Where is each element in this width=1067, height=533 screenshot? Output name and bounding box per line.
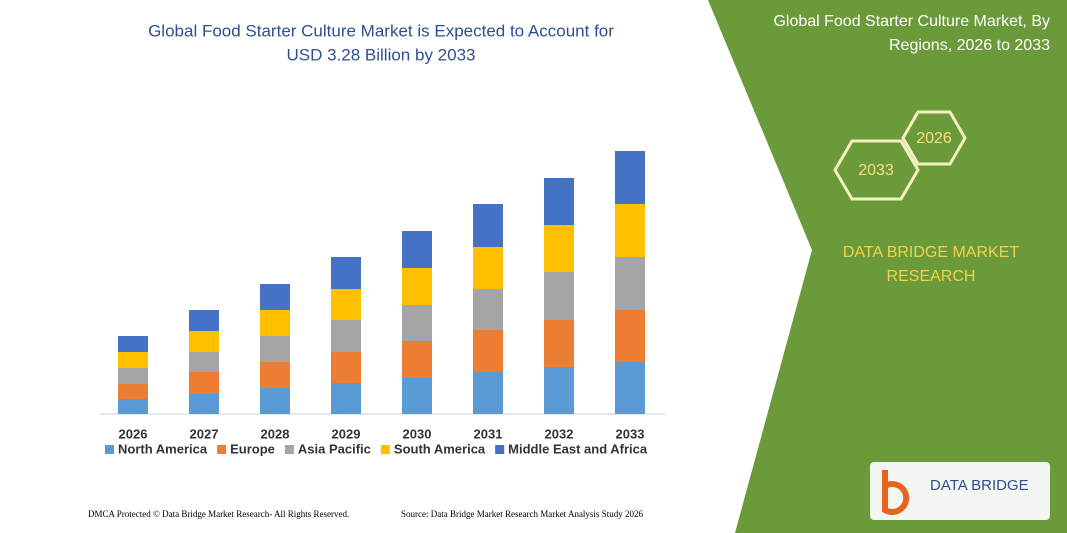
- bar-segment: [544, 272, 574, 320]
- hexagon: [833, 139, 920, 201]
- chart-subtitle: USD 3.28 Billion by 2033: [286, 45, 475, 64]
- bar-segment: [260, 310, 290, 336]
- bar-segment: [189, 372, 219, 394]
- bar-segment: [615, 257, 645, 310]
- bar-segment: [189, 331, 219, 352]
- bar-segment: [331, 320, 361, 352]
- legend-label: Middle East and Africa: [508, 441, 648, 456]
- x-tick-label: 2028: [261, 426, 290, 441]
- legend-label: Europe: [230, 441, 275, 456]
- bar-segment: [189, 394, 219, 414]
- bar-segment: [544, 320, 574, 367]
- bar-segment: [615, 362, 645, 414]
- brand-text: RESEARCH: [887, 268, 976, 285]
- bar-segment: [615, 310, 645, 362]
- footer-right: Source: Data Bridge Market Research Mark…: [401, 509, 643, 519]
- bar-segment: [544, 225, 574, 272]
- bar-segment: [331, 352, 361, 383]
- bar-segment: [544, 178, 574, 225]
- logo-mark: [882, 470, 910, 515]
- brand-text: DATA BRIDGE MARKET: [843, 244, 1020, 261]
- bar-segment: [402, 268, 432, 305]
- hexagon: [901, 110, 967, 166]
- legend-swatch: [284, 445, 294, 454]
- bar-segment: [118, 368, 148, 384]
- bar-segment: [331, 289, 361, 320]
- bar-segment: [473, 289, 503, 330]
- legend-label: North America: [118, 441, 208, 456]
- bar-segment: [260, 336, 290, 362]
- x-tick-label: 2032: [545, 426, 574, 441]
- legend-swatch: [217, 445, 227, 454]
- bar-segment: [615, 151, 645, 204]
- x-tick-label: 2030: [403, 426, 432, 441]
- bar-segment: [544, 367, 574, 414]
- bar-segment: [473, 247, 503, 289]
- x-tick-label: 2027: [190, 426, 219, 441]
- green-panel: [708, 0, 1067, 533]
- bar-segment: [260, 284, 290, 310]
- x-tick-label: 2033: [616, 426, 645, 441]
- bar-segment: [118, 336, 148, 352]
- legend-label: South America: [394, 441, 486, 456]
- bar-segment: [402, 305, 432, 341]
- bar-segment: [118, 352, 148, 368]
- bar-segment: [473, 372, 503, 414]
- bar-segment: [331, 383, 361, 414]
- logo-box: [870, 462, 1050, 520]
- legend-swatch: [105, 445, 114, 454]
- bar-segment: [118, 399, 148, 414]
- bar-segment: [260, 362, 290, 388]
- bar-segment: [473, 204, 503, 247]
- bar-segment: [331, 257, 361, 289]
- panel-title: Regions, 2026 to 2033: [889, 37, 1050, 54]
- bar-segment: [189, 310, 219, 331]
- legend-swatch: [380, 445, 390, 454]
- bar-segment: [402, 378, 432, 414]
- bar-segment: [615, 204, 645, 257]
- x-tick-label: 2029: [332, 426, 361, 441]
- bar-segment: [402, 341, 432, 378]
- panel-title: Global Food Starter Culture Market, By: [773, 13, 1050, 30]
- hex-label: 2033: [858, 162, 894, 179]
- hex-label: 2026: [916, 130, 952, 147]
- x-tick-label: 2031: [474, 426, 503, 441]
- x-tick-label: 2026: [119, 426, 148, 441]
- bar-segment: [118, 384, 148, 399]
- bar-segment: [189, 352, 219, 372]
- logo-text: DATA BRIDGE: [930, 477, 1029, 494]
- bar-segment: [473, 330, 503, 372]
- footer-left: DMCA Protected © Data Bridge Market Rese…: [88, 509, 349, 519]
- legend-swatch: [495, 445, 505, 454]
- bar-segment: [402, 231, 432, 268]
- bar-segment: [260, 388, 290, 414]
- legend-label: Asia Pacific: [298, 441, 371, 456]
- chart-title: Global Food Starter Culture Market is Ex…: [148, 21, 614, 40]
